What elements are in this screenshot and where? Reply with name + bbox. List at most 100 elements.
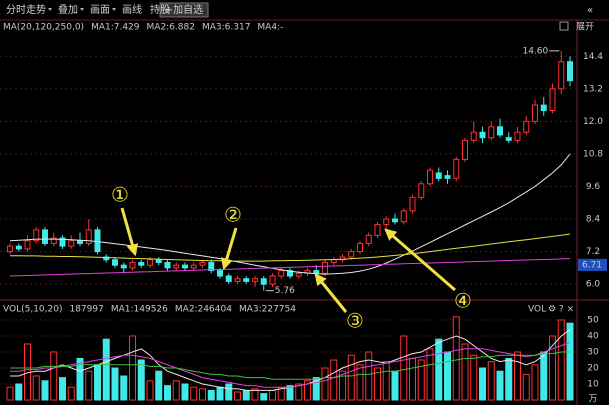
y-tick-label: 13.2 [583, 84, 603, 94]
volume-bar [67, 386, 75, 401]
toolbar-tab[interactable]: 分时走势 [6, 3, 46, 16]
expand[interactable]: 展开 [576, 22, 594, 33]
candle-body [409, 196, 416, 212]
candle-body [33, 229, 40, 242]
volume-bar [172, 380, 180, 401]
volume-bar [531, 364, 539, 401]
y-tick-label: 50 [587, 316, 599, 326]
candle-body [243, 278, 250, 282]
volume-bar [514, 351, 521, 401]
candle-body [435, 172, 442, 179]
volume-bar [269, 389, 276, 401]
candle-body [497, 126, 503, 136]
volume-bar [102, 338, 110, 401]
candle-body [549, 88, 556, 112]
vol-tag: VOL [528, 305, 546, 315]
volume-bar [435, 338, 443, 401]
candle-body [322, 261, 328, 274]
volume-bar [312, 377, 320, 401]
candle-body [68, 240, 75, 247]
candle-body [427, 169, 433, 185]
volume-bar [566, 322, 574, 401]
volume-bar [452, 316, 460, 401]
y-tick-label: 7.2 [586, 247, 600, 257]
volume-bar [540, 351, 548, 401]
collapse[interactable]: « [587, 5, 593, 16]
candle-body [514, 131, 521, 141]
volume-bar [496, 370, 504, 401]
volume-bar [199, 388, 206, 401]
volume-bar [356, 364, 364, 401]
toolbar-tab[interactable]: 持股 [150, 3, 170, 16]
annotation-arrow [120, 207, 139, 257]
candle-body [479, 131, 486, 139]
volume-bar [94, 364, 101, 401]
volume-bar [111, 367, 119, 401]
toolbar-tab[interactable]: 画面 [90, 5, 110, 16]
candle-body [462, 139, 468, 160]
volume-bar [32, 375, 40, 401]
toolbar-tab[interactable]: 叠加 [58, 4, 78, 16]
volume-bar [181, 383, 189, 401]
volume-bar [41, 380, 49, 401]
candle-body [120, 264, 127, 269]
y-tick-label: 6.0 [586, 280, 601, 290]
candle-body [313, 270, 320, 274]
candle-body [260, 278, 267, 285]
candle-body [199, 261, 206, 266]
toolbar-tab[interactable]: 画线 [122, 3, 142, 16]
candle-body [523, 120, 530, 133]
ma-line [9, 258, 571, 277]
candle-body [182, 264, 188, 269]
legend-entry: MA1:7.429 [91, 23, 140, 33]
legend-entry: MA1:149526 [111, 305, 168, 315]
volume-bar [557, 319, 565, 401]
add-button[interactable] [159, 2, 209, 18]
annotation-label: ② [224, 203, 242, 227]
volume-bar [207, 389, 215, 401]
y-tick-label: 30 [587, 348, 599, 358]
candle-body [374, 223, 381, 236]
candle-body [505, 137, 512, 141]
volume-bar [487, 361, 495, 401]
volume-bar [409, 357, 416, 401]
add-button-label[interactable]: +加自选 [165, 3, 203, 16]
candle-body [217, 270, 223, 277]
volume-bar [50, 351, 58, 401]
volume-bar [242, 389, 250, 401]
volume-bar [155, 370, 163, 401]
volume-bar [505, 357, 513, 401]
y-tick-label: 40 [587, 332, 599, 342]
volume-bar [391, 370, 399, 401]
vol-icons[interactable]: ⚙ ? × [548, 305, 574, 315]
volume-bar [120, 375, 128, 401]
candle-body [558, 61, 565, 90]
candle-body [234, 278, 241, 282]
candle-body [7, 245, 13, 253]
volume-bar [365, 351, 373, 401]
y-tick-label: 10.8 [583, 149, 603, 159]
candle-body [225, 275, 232, 282]
indicator-label: MA(20,120,250,0) [3, 23, 84, 33]
candle-body [94, 229, 101, 253]
volume-bar [479, 367, 486, 401]
volume-ma-line [10, 351, 570, 380]
candle-body [295, 272, 302, 277]
ma-line [9, 153, 571, 275]
candle-body [453, 158, 460, 179]
candle-body [85, 229, 92, 244]
volume-bar [461, 343, 469, 401]
volume-bar [164, 385, 171, 401]
candle-body [383, 218, 390, 225]
dropdown-caret [80, 8, 84, 11]
legend-entry: MA2:246404 [175, 305, 232, 315]
volume-bar [382, 361, 390, 401]
legend-entry: MA3:6.317 [202, 23, 250, 33]
candle-body [330, 259, 337, 263]
candle-body [278, 270, 285, 277]
candle-body [208, 261, 215, 272]
volume-bar [234, 391, 241, 401]
candle-body [365, 234, 372, 244]
candle-body [532, 104, 538, 122]
